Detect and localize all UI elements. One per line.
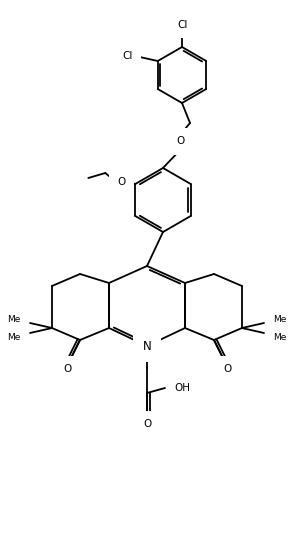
Text: Cl: Cl: [123, 51, 133, 61]
Text: N: N: [143, 339, 151, 352]
Text: Me: Me: [273, 315, 287, 323]
Text: Me: Me: [273, 332, 287, 342]
Text: O: O: [117, 177, 126, 187]
Text: Me: Me: [7, 315, 21, 323]
Text: O: O: [223, 364, 231, 374]
Text: OH: OH: [174, 383, 190, 393]
Text: O: O: [63, 364, 71, 374]
Text: O: O: [176, 137, 185, 146]
Text: O: O: [143, 419, 151, 429]
Text: Cl: Cl: [178, 20, 188, 30]
Text: Me: Me: [7, 332, 21, 342]
